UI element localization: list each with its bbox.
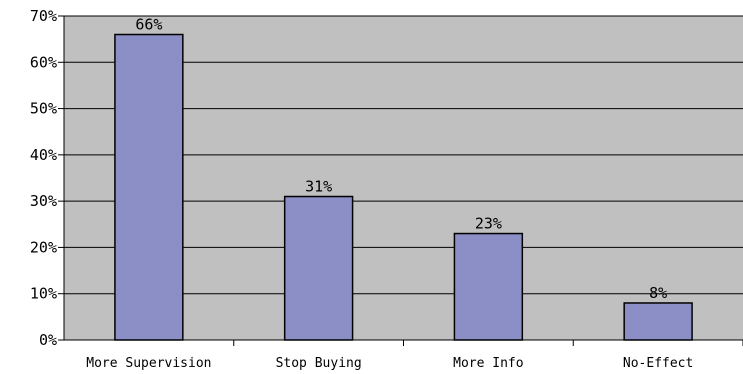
y-tick-label: 70% xyxy=(30,7,57,25)
data-label: 66% xyxy=(135,16,162,34)
x-tick-label: No-Effect xyxy=(623,356,693,371)
y-tick-label: 60% xyxy=(30,53,57,71)
y-tick-label: 20% xyxy=(30,238,57,256)
y-tick-label: 10% xyxy=(30,285,57,303)
x-tick-label: More Supervision xyxy=(86,356,211,371)
x-tick-label: More Info xyxy=(453,356,523,371)
x-tick-label: Stop Buying xyxy=(276,356,362,371)
bar xyxy=(453,232,524,341)
bar xyxy=(283,195,354,341)
data-labels: 66% 31% 23% 8% xyxy=(135,16,667,302)
y-tick-label: 40% xyxy=(30,146,57,164)
data-label: 31% xyxy=(305,178,332,196)
bar xyxy=(623,302,693,341)
y-tick-label: 50% xyxy=(30,100,57,118)
bar xyxy=(114,33,184,341)
data-label: 8% xyxy=(649,284,667,302)
x-axis: More Supervision Stop Buying More Info No-E… xyxy=(64,339,743,371)
y-axis: 0% 10% 20% 30% 40% 50% 60% 70% xyxy=(30,7,65,349)
y-tick-label: 30% xyxy=(30,192,57,210)
data-label: 23% xyxy=(475,215,502,233)
y-tick-label: 0% xyxy=(39,331,57,349)
